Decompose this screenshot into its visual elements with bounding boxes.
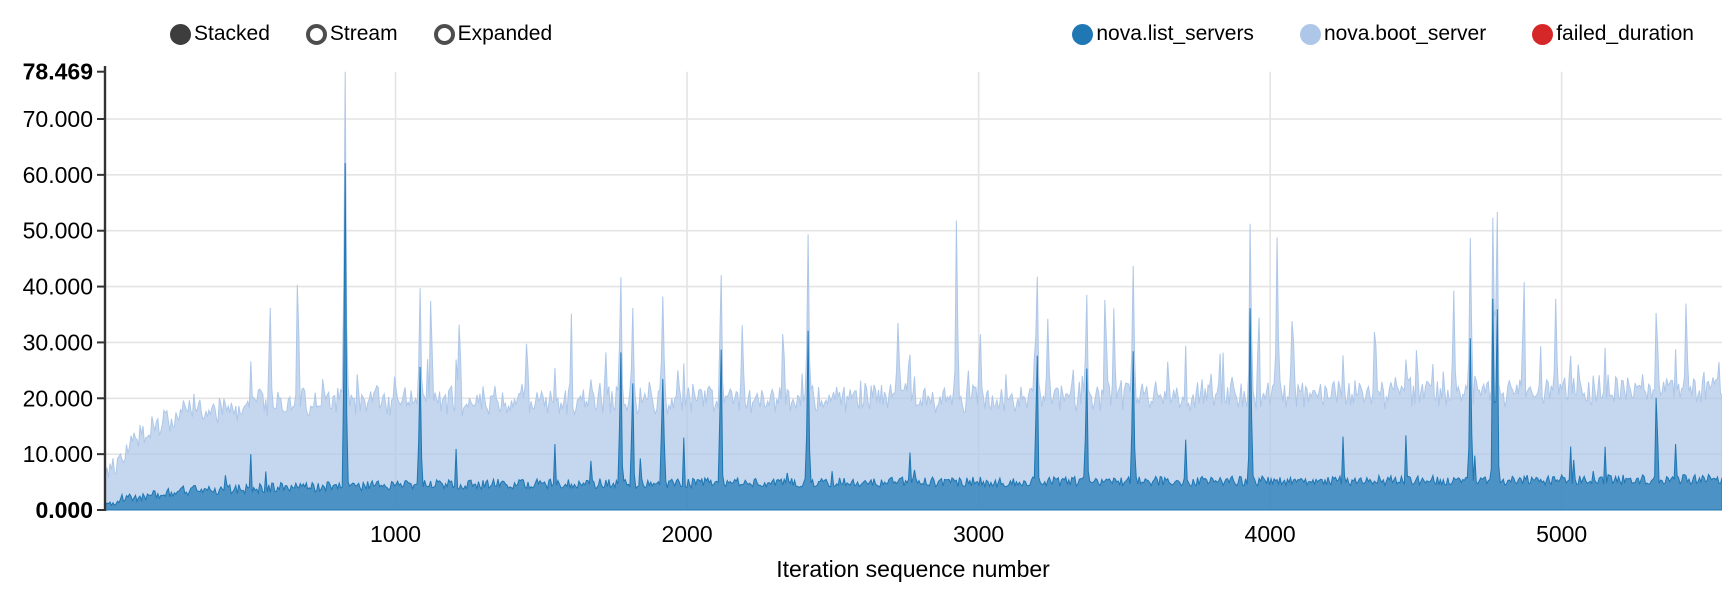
radio-stream-icon[interactable] (305, 23, 327, 45)
svg-text:1000: 1000 (370, 521, 421, 547)
mode-option-stream[interactable]: Stream (305, 22, 398, 46)
legend-label: nova.boot_server (1323, 22, 1487, 45)
svg-text:2000: 2000 (661, 521, 712, 547)
series-color-dot-icon (1299, 23, 1321, 45)
svg-text:60.000: 60.000 (23, 162, 93, 188)
svg-text:3000: 3000 (953, 521, 1004, 547)
legend-label: nova.list_servers (1096, 22, 1254, 45)
radio-stacked-icon[interactable] (170, 23, 191, 45)
legend-item-failed-duration[interactable]: failed_duration (1532, 22, 1694, 46)
radio-expanded-icon[interactable] (433, 23, 455, 45)
svg-text:0.000: 0.000 (35, 497, 93, 523)
svg-text:4000: 4000 (1245, 521, 1296, 547)
legend-label: failed_duration (1556, 22, 1694, 45)
svg-text:78.469: 78.469 (23, 59, 93, 85)
series-color-dot-icon (1532, 23, 1554, 45)
svg-text:5000: 5000 (1536, 521, 1587, 547)
series-color-dot-icon (1072, 23, 1094, 45)
mode-option-stacked[interactable]: Stacked (170, 22, 270, 46)
svg-text:10.000: 10.000 (23, 441, 93, 467)
chart-mode-controls: Stacked Stream Expanded (170, 22, 552, 46)
legend-item-nova-list-servers[interactable]: nova.list_servers (1072, 22, 1254, 46)
x-axis-title: Iteration sequence number (776, 556, 1050, 582)
svg-text:70.000: 70.000 (23, 106, 93, 132)
svg-text:40.000: 40.000 (23, 274, 93, 300)
chart-legend: nova.list_servers nova.boot_server faile… (1072, 22, 1694, 46)
mode-option-label: Expanded (457, 22, 553, 45)
mode-option-label: Stream (329, 22, 398, 45)
svg-text:50.000: 50.000 (23, 218, 93, 244)
legend-item-nova-boot-server[interactable]: nova.boot_server (1299, 22, 1487, 46)
svg-text:30.000: 30.000 (23, 329, 93, 355)
svg-text:20.000: 20.000 (23, 385, 93, 411)
mode-option-expanded[interactable]: Expanded (433, 22, 553, 46)
mode-option-label: Stacked (194, 22, 270, 45)
